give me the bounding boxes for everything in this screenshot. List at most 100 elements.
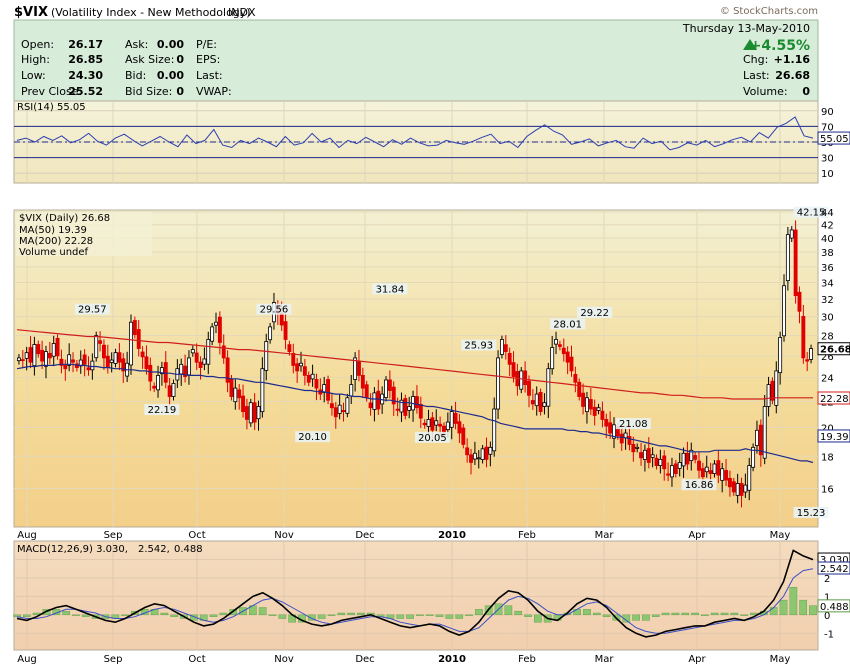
macd-line bbox=[16, 549, 814, 638]
candle-body bbox=[747, 465, 752, 491]
rsi-last-value: 55.05 bbox=[820, 134, 849, 145]
price-last-badge bbox=[817, 391, 850, 405]
macd-histogram-bar bbox=[779, 599, 788, 616]
candle-body bbox=[376, 390, 381, 410]
month-label: Nov bbox=[274, 530, 294, 541]
candle-body bbox=[252, 402, 257, 423]
macd-histogram-bar bbox=[425, 614, 434, 616]
candle-body bbox=[287, 344, 292, 353]
candle-body bbox=[418, 403, 423, 419]
price-tick-label: 44 bbox=[821, 208, 834, 219]
candle-body bbox=[357, 360, 361, 376]
candle-body bbox=[314, 379, 319, 389]
candle-body bbox=[434, 420, 439, 426]
price-tick-label: 36 bbox=[821, 263, 834, 274]
macd-histogram-bar bbox=[72, 614, 80, 616]
candle-body bbox=[113, 352, 118, 364]
price-tick-label: 30 bbox=[821, 313, 834, 324]
candle-body bbox=[693, 455, 698, 460]
macd-histogram-bar bbox=[209, 614, 218, 617]
quote-label: Chg: bbox=[743, 53, 768, 66]
candle-body bbox=[426, 419, 431, 427]
exchange: INDX bbox=[228, 6, 256, 19]
macd-histogram-bar bbox=[710, 612, 719, 616]
quote-value: 0.00 bbox=[157, 38, 184, 51]
macd-histogram-bar bbox=[258, 607, 267, 616]
rsi-last-badge bbox=[817, 131, 850, 145]
candle-body bbox=[82, 354, 87, 365]
candle-body bbox=[98, 340, 103, 344]
candle-body bbox=[241, 395, 245, 412]
candle-body bbox=[32, 344, 37, 367]
macd-histogram-bar bbox=[307, 614, 316, 621]
candle-body bbox=[700, 468, 705, 478]
candle-body bbox=[90, 360, 95, 371]
price-annotation-bg bbox=[793, 506, 829, 518]
candle-body bbox=[635, 446, 640, 449]
rsi-label: RSI(14) 55.05 bbox=[17, 102, 86, 113]
candle-body bbox=[225, 357, 230, 383]
candle-body bbox=[217, 316, 222, 343]
candle-body bbox=[221, 345, 226, 359]
price-tick-label: 28 bbox=[821, 332, 834, 343]
candle-body bbox=[360, 375, 365, 389]
month-label: Mar bbox=[595, 530, 615, 541]
price-tick-label: 40 bbox=[821, 234, 834, 245]
rsi-tick-label: 90 bbox=[821, 107, 834, 118]
month-label: Dec bbox=[355, 530, 374, 541]
candle-body bbox=[708, 470, 713, 474]
price-annotation: 29.22 bbox=[580, 308, 609, 319]
rsi-tick-label: 30 bbox=[821, 154, 834, 165]
price-label: $VIX (Daily) 26.68 bbox=[19, 213, 110, 224]
macd-histogram-bar bbox=[809, 605, 817, 616]
candle-body bbox=[295, 363, 300, 372]
candle-body bbox=[658, 458, 663, 466]
price-panel: 29.57 22.19 29.56 20.10 31.84 25.93 20.05 16.86… bbox=[13, 206, 850, 541]
candle-body bbox=[762, 406, 767, 459]
macd-histogram-bar bbox=[592, 612, 601, 616]
quote-label: Volume: bbox=[743, 85, 788, 98]
candle-body bbox=[774, 370, 779, 406]
macd-histogram-bar bbox=[691, 612, 699, 616]
candle-body bbox=[662, 455, 667, 470]
quote-label: EPS: bbox=[196, 53, 220, 66]
macd-histogram-bar bbox=[799, 599, 808, 616]
price-last-badge bbox=[817, 342, 850, 356]
quote-value: +1.16 bbox=[774, 53, 811, 66]
macd-histogram-bar bbox=[661, 612, 670, 616]
quote-label: Last: bbox=[196, 69, 223, 82]
candle-body bbox=[461, 427, 466, 445]
macd-last-badge bbox=[817, 599, 850, 613]
candle-body bbox=[395, 408, 400, 411]
candle-body bbox=[210, 326, 215, 342]
macd-histogram-bar bbox=[465, 614, 473, 616]
candle-body bbox=[183, 365, 188, 377]
macd-histogram-bar bbox=[317, 614, 326, 619]
candle-body bbox=[368, 402, 373, 409]
candle-body bbox=[735, 483, 740, 496]
candle-body bbox=[654, 457, 659, 466]
macd-histogram-bar bbox=[632, 614, 640, 621]
candle-body bbox=[422, 422, 427, 426]
macd-histogram-bar bbox=[642, 614, 650, 621]
macd-badge-value: 3.030 bbox=[820, 555, 849, 566]
candle-body bbox=[809, 348, 814, 360]
candle-body bbox=[59, 358, 64, 366]
candle-body bbox=[36, 344, 41, 355]
candle-body bbox=[704, 466, 709, 473]
price-annotation-bg bbox=[681, 479, 717, 491]
quote-value: 0 bbox=[176, 53, 184, 66]
price-tick-label: 18 bbox=[821, 452, 834, 463]
ma200-label: MA(200) 22.28 bbox=[19, 236, 93, 247]
price-tick-label: 42 bbox=[821, 221, 834, 232]
price-annotation: 31.84 bbox=[376, 284, 405, 295]
candle-body bbox=[534, 393, 539, 407]
quote-value: 0.00 bbox=[157, 69, 184, 82]
month-label: Apr bbox=[688, 654, 706, 665]
price-annotation-bg bbox=[414, 431, 450, 443]
macd-label: MACD(12,26,9) 3.030, bbox=[17, 544, 128, 555]
candle-body bbox=[561, 347, 566, 355]
candle-body bbox=[198, 361, 203, 369]
price-annotation: 20.05 bbox=[418, 433, 447, 444]
candle-body bbox=[542, 402, 547, 407]
